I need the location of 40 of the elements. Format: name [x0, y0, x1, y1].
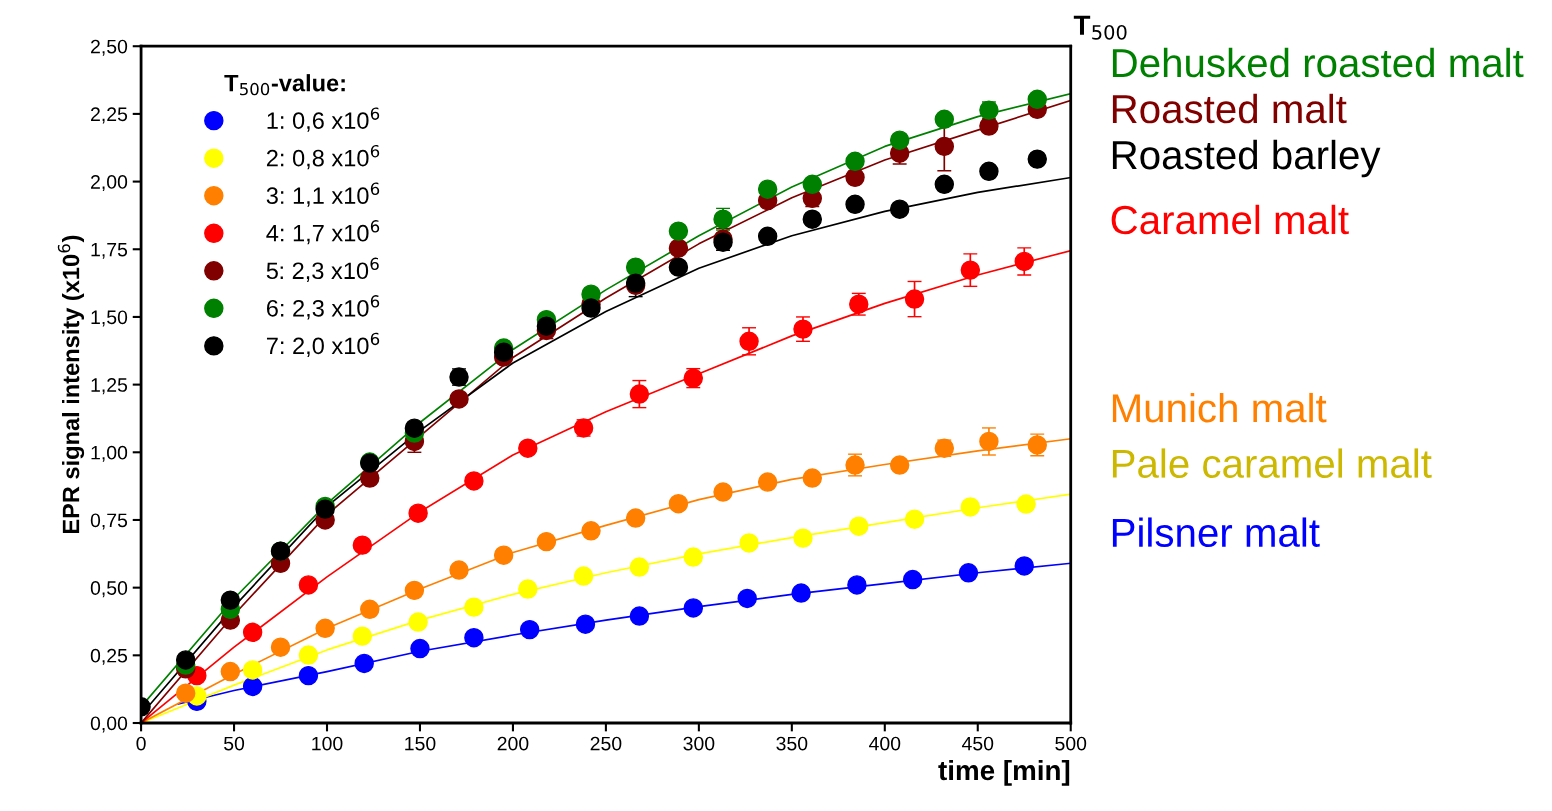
legend-label: 3: 1,1 x10$^{6}$ — [266, 182, 380, 207]
y-tick-label: 1,50 — [91, 310, 128, 327]
legend-label: 6: 2,3 x10$^{6}$ — [266, 295, 380, 320]
legend-title: T$_{500}$-value: — [224, 74, 345, 96]
legend-label: 5: 2,3 x10$^{6}$ — [266, 257, 379, 282]
series-label: Caramel malt — [1111, 204, 1349, 235]
y-axis-title: EPR signal intensity (x10$^{6}$) — [57, 235, 85, 534]
x-tick-label: 450 — [961, 736, 994, 751]
text: T$_{500}$ — [1073, 15, 1127, 40]
x-tick-label: 300 — [683, 736, 715, 751]
legend-label: 4: 1,7 x10$^{6}$ — [266, 220, 380, 245]
y-tick-label: 1,00 — [91, 445, 128, 462]
y-tick-label: 1,25 — [91, 378, 128, 395]
y-tick-label: 1,75 — [91, 242, 128, 259]
x-tick-label: 150 — [405, 736, 436, 751]
x-tick-label: 200 — [497, 736, 529, 751]
y-tick-label: 2,00 — [91, 175, 128, 192]
x-tick-label: 350 — [776, 736, 808, 751]
legend-label: 2: 0,8 x10$^{6}$ — [266, 144, 380, 170]
x-tick-label: 100 — [312, 736, 343, 751]
x-tick-label: 50 — [224, 736, 245, 751]
series-label: Munich malt — [1112, 392, 1327, 423]
series-label: Roasted barley — [1112, 139, 1381, 178]
x-tick-label: 400 — [869, 736, 901, 751]
y-tick-label: 0,50 — [90, 581, 128, 598]
y-tick-label: 0,25 — [90, 648, 128, 665]
x-tick-label: 250 — [590, 736, 622, 751]
legend-label: 1: 0,6 x10$^{6}$ — [267, 107, 380, 132]
x-axis-title: time [min] — [938, 759, 1070, 786]
series-label: Dehusked roasted malt — [1112, 47, 1524, 78]
y-tick-label: 0,00 — [90, 716, 128, 733]
series-label: Pilsner malt — [1112, 517, 1320, 548]
series-label: Roasted malt — [1112, 93, 1347, 124]
x-tick-label: 0 — [136, 736, 146, 751]
y-tick-label: 2,50 — [91, 39, 128, 56]
x-tick-label: 500 — [1055, 736, 1087, 751]
y-tick-label: 2,25 — [91, 107, 128, 124]
y-tick-label: 0,75 — [90, 513, 128, 530]
series-label: Pale caramel malt — [1112, 448, 1432, 478]
legend-label: 7: 2,0 x10$^{6}$ — [266, 332, 380, 357]
